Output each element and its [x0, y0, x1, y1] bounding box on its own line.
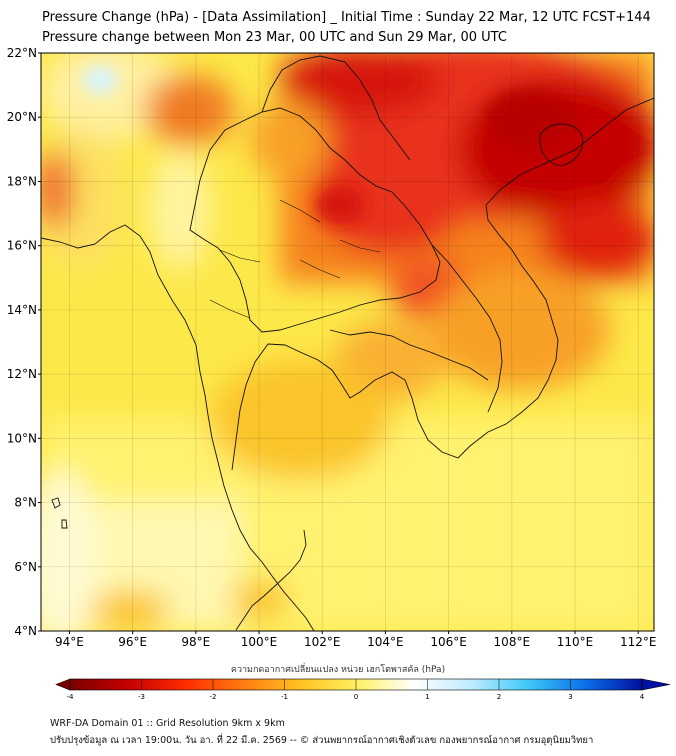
colorbar: -4 -3 -2 -1 0 1 2 3 4 — [55, 678, 671, 701]
thailand-laos-border — [189, 107, 441, 333]
chart-subtitle: Pressure change between Mon 23 Mar, 00 U… — [42, 30, 507, 45]
colorbar-tick-label: 1 — [425, 693, 429, 701]
cambodia-border — [329, 329, 489, 381]
colorbar-title: ความกดอากาศเปลี่ยนแปลง หน่วย เฮกโตพาสคัล… — [230, 665, 446, 675]
hainan-island — [539, 123, 584, 166]
lat-label: 6°N — [14, 560, 37, 574]
lat-label: 22°N — [7, 46, 37, 60]
map-border — [40, 52, 655, 632]
colorbar-tick-label: -4 — [67, 693, 75, 701]
colorbar-tick-label: 2 — [497, 693, 501, 701]
lon-label: 100°E — [241, 635, 278, 649]
coastline-malay — [235, 529, 307, 631]
coastlines-borders — [41, 55, 654, 631]
provincial-borders — [209, 199, 381, 319]
lon-label: 108°E — [494, 635, 531, 649]
lat-label: 4°N — [14, 624, 37, 638]
lat-label: 14°N — [7, 303, 37, 317]
lat-label: 12°N — [7, 367, 37, 381]
colorbar-tick-label: 3 — [568, 693, 572, 701]
lon-label: 102°E — [304, 635, 341, 649]
colorbar-right-arrow — [641, 678, 671, 691]
lat-label: 16°N — [7, 239, 37, 253]
lat-label: 18°N — [7, 174, 37, 188]
chart-title: Pressure Change (hPa) - [Data Assimilati… — [42, 10, 651, 25]
colorbar-tick-label: -2 — [210, 693, 217, 701]
colorbar-tick-label: -1 — [281, 693, 288, 701]
coastline-west — [41, 224, 315, 631]
coastline-china — [485, 97, 654, 206]
laos-vietnam-cambodia-border — [431, 244, 503, 413]
coastline-gulf-vietnam — [231, 204, 559, 471]
lon-label: 96°E — [118, 635, 147, 649]
lon-label: 110°E — [557, 635, 594, 649]
pressure-field — [41, 53, 654, 631]
lon-label: 104°E — [367, 635, 404, 649]
latitude-labels: 22°N 20°N 18°N 16°N 14°N 12°N 10°N 8°N 6°N 4°N — [7, 46, 41, 638]
lon-label: 94°E — [55, 635, 84, 649]
lon-label: 106°E — [430, 635, 467, 649]
colorbar-tick-label: 4 — [640, 693, 645, 701]
colorbar-ticks: -4 -3 -2 -1 0 1 2 3 4 — [67, 679, 645, 701]
lat-label: 20°N — [7, 110, 37, 124]
lat-label: 8°N — [14, 496, 37, 510]
footer-credit: ปรับปรุงข้อมูล ณ เวลา 19:00น. วัน อา. ที… — [50, 735, 594, 746]
lon-label: 98°E — [181, 635, 210, 649]
longitude-labels: 94°E 96°E 98°E 100°E 102°E 104°E 106°E 108°E 110… — [55, 631, 656, 649]
footer-model-info: WRF-DA Domain 01 :: Grid Resolution 9km … — [50, 718, 285, 729]
lon-label: 112°E — [620, 635, 657, 649]
colorbar-tick-label: -3 — [138, 693, 145, 701]
colorbar-tick-label: 0 — [354, 693, 358, 701]
islands-andaman — [51, 497, 68, 529]
colorbar-left-arrow — [55, 678, 71, 691]
myanmar-laos-border — [261, 55, 411, 161]
lat-label: 10°N — [7, 431, 37, 445]
